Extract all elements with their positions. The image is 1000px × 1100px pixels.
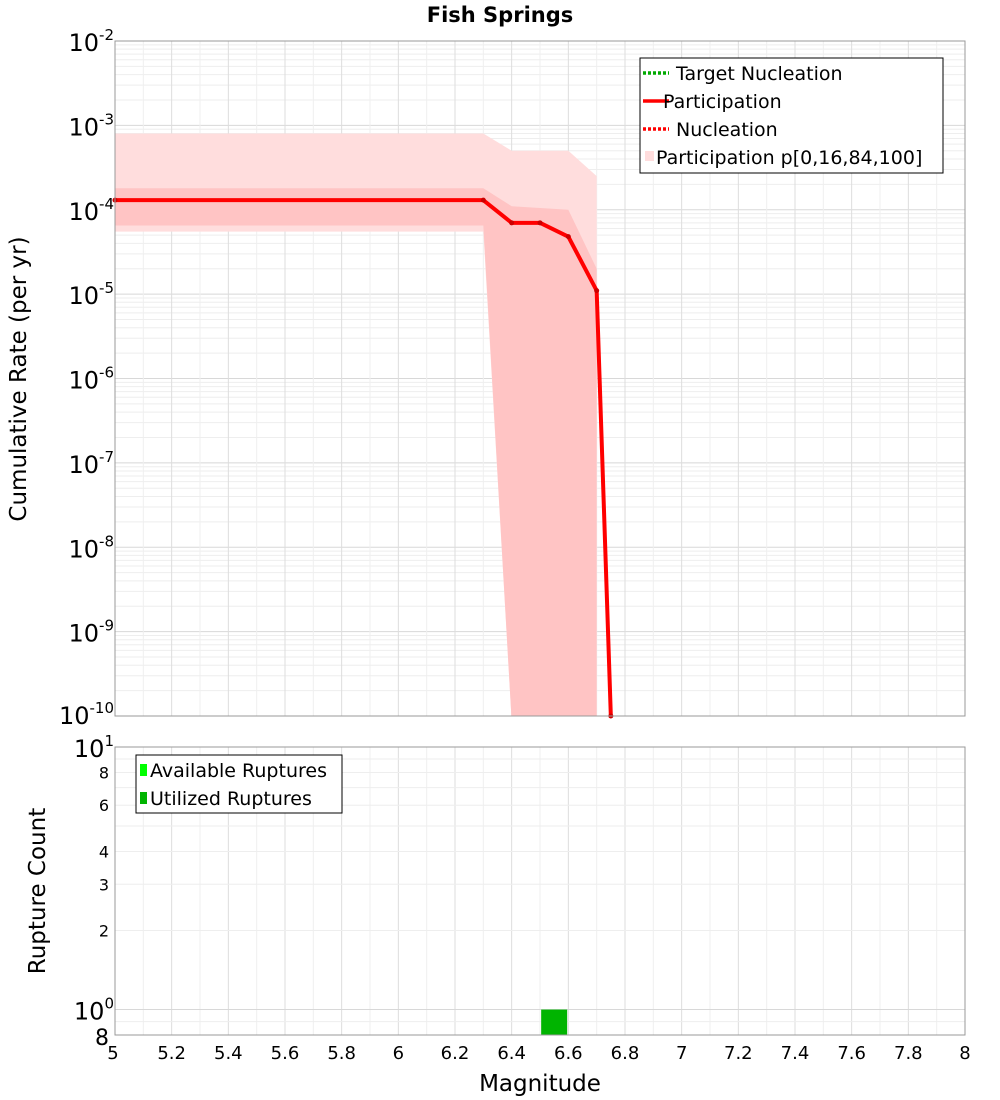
y-tick-label: 10-10: [59, 699, 114, 730]
x-tick-label: 6.4: [497, 1043, 526, 1064]
y-tick-label: 4: [99, 842, 109, 861]
y-tick-label: 3: [99, 875, 109, 894]
participation-point: [537, 220, 543, 226]
top-legend: Target Nucleation Participation Nucleation…: [639, 57, 944, 174]
y-tick-label: 10-5: [68, 279, 114, 310]
y-tick-label: 10-4: [68, 195, 114, 226]
y-tick-label: 100: [74, 995, 114, 1026]
participation-point: [509, 220, 515, 226]
y-tick-label: 10-6: [68, 364, 114, 395]
x-tick-label: 7: [676, 1043, 687, 1064]
x-axis-label: Magnitude: [479, 1071, 601, 1097]
participation-point: [565, 234, 571, 240]
x-tick-label: 8: [959, 1043, 970, 1064]
x-tick-label: 5.6: [271, 1043, 300, 1064]
x-tick-label: 5.4: [214, 1043, 243, 1064]
y-tick-label: 10-3: [68, 110, 114, 141]
participation-point: [594, 288, 600, 294]
participation-band-inner: [115, 188, 597, 716]
bottom-legend: Available Ruptures Utilized Ruptures: [135, 754, 343, 814]
legend-label: Target Nucleation: [675, 63, 843, 85]
legend-box: [135, 754, 343, 814]
y-axis-label: Rupture Count: [25, 808, 51, 974]
legend-label: Available Ruptures: [150, 760, 327, 782]
x-tick-label: 7.4: [781, 1043, 810, 1064]
y-tick-label: 8: [99, 763, 109, 782]
x-tick-label: 5.8: [327, 1043, 356, 1064]
top-plot-frame: [114, 40, 966, 717]
y-tick-label: 2: [99, 922, 109, 941]
y-tick-label: 8: [95, 1026, 109, 1051]
x-tick-label: 6.6: [554, 1043, 583, 1064]
y-tick-label: 10-8: [68, 532, 114, 563]
x-tick-label: 5.2: [157, 1043, 186, 1064]
y-tick-label: 10-9: [68, 617, 114, 648]
x-tick-label: 7.2: [724, 1043, 753, 1064]
x-tick-label: 7.8: [894, 1043, 923, 1064]
x-tick-label: 5: [107, 1043, 118, 1064]
legend-swatch: [140, 764, 147, 776]
x-tick-label: 7.6: [837, 1043, 866, 1064]
legend-label: Utilized Ruptures: [150, 788, 312, 810]
confidence-bands: [115, 133, 597, 716]
chart-title: Fish Springs: [427, 3, 574, 27]
bottom-plot-frame: [114, 746, 966, 1036]
y-tick-label: 101: [74, 732, 114, 763]
y-tick-label: 6: [99, 796, 109, 815]
legend-box: [639, 57, 944, 174]
utilized-rupture-bar: [541, 1009, 568, 1035]
x-tick-label: 6.2: [441, 1043, 470, 1064]
legend-label: Participation p[0,16,84,100]: [656, 147, 922, 169]
legend-label: Nucleation: [676, 119, 778, 141]
y-tick-label: 10-7: [68, 448, 114, 479]
y-axis-label: Cumulative Rate (per yr): [6, 236, 32, 521]
participation-point: [480, 197, 486, 203]
legend-swatch: [140, 792, 147, 804]
legend-label: Participation: [663, 91, 782, 113]
x-tick-label: 6.8: [611, 1043, 640, 1064]
legend-swatch: [645, 151, 654, 161]
y-tick-label: 10-2: [68, 26, 114, 57]
x-tick-label: 6: [393, 1043, 404, 1064]
